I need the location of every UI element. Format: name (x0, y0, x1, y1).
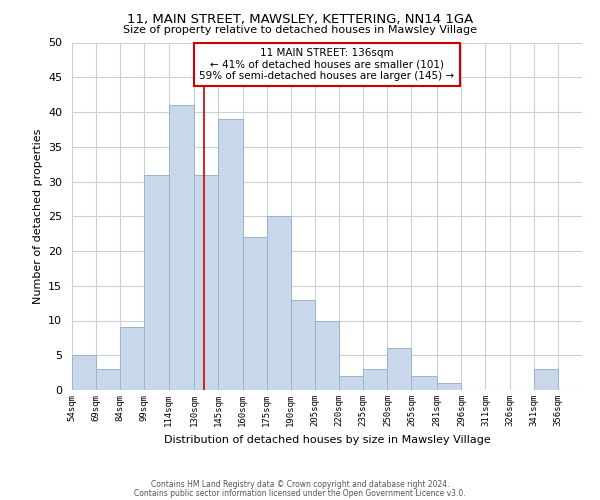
Text: Size of property relative to detached houses in Mawsley Village: Size of property relative to detached ho… (123, 25, 477, 35)
Bar (96, 369, 120, 390)
Bar (145, 174, 169, 390)
Y-axis label: Number of detached properties: Number of detached properties (32, 128, 43, 304)
Bar (120, 328, 145, 390)
X-axis label: Distribution of detached houses by size in Mawsley Village: Distribution of detached houses by size … (164, 435, 490, 445)
Text: 11, MAIN STREET, MAWSLEY, KETTERING, NN14 1GA: 11, MAIN STREET, MAWSLEY, KETTERING, NN1… (127, 12, 473, 26)
Text: Contains HM Land Registry data © Crown copyright and database right 2024.: Contains HM Land Registry data © Crown c… (151, 480, 449, 489)
Bar (72, 355, 96, 390)
Bar (363, 369, 388, 390)
Text: 11 MAIN STREET: 136sqm
← 41% of detached houses are smaller (101)
59% of semi-de: 11 MAIN STREET: 136sqm ← 41% of detached… (199, 48, 455, 81)
Bar (437, 383, 461, 390)
Bar (242, 237, 266, 390)
Bar (388, 348, 412, 390)
Bar (266, 216, 291, 390)
Text: Contains public sector information licensed under the Open Government Licence v3: Contains public sector information licen… (134, 488, 466, 498)
Bar (534, 369, 558, 390)
Bar (339, 376, 363, 390)
Bar (412, 376, 437, 390)
Bar (218, 119, 242, 390)
Bar (315, 320, 339, 390)
Bar (169, 105, 194, 390)
Bar (194, 174, 218, 390)
Bar (291, 300, 315, 390)
